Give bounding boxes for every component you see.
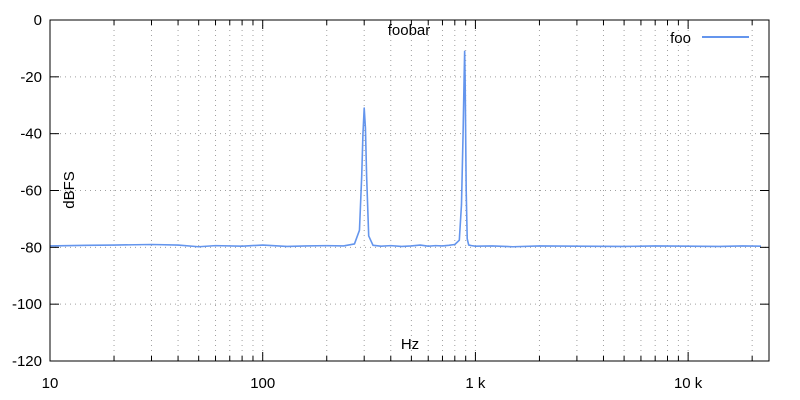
y-tick-label: -60 — [20, 183, 42, 200]
series-layer — [49, 50, 761, 248]
y-tick-label: -40 — [20, 126, 42, 143]
x-tick-label: 1 k — [465, 375, 486, 392]
legend: foo — [670, 30, 749, 47]
x-tick-label: 10 k — [674, 375, 703, 392]
y-axis-label: dBFS — [61, 171, 78, 209]
y-tick-label: 0 — [34, 12, 42, 29]
y-tick-label: -100 — [12, 296, 42, 313]
x-tick-label: 10 — [42, 375, 59, 392]
series-line-foo — [49, 50, 761, 248]
grid — [50, 20, 769, 361]
x-axis-label: Hz — [401, 336, 419, 353]
legend-label: foo — [670, 30, 691, 47]
chart-title: foobar — [388, 22, 431, 39]
plot-border — [49, 19, 770, 362]
y-tick-label: -20 — [20, 69, 42, 86]
x-tick-label: 100 — [250, 375, 275, 392]
y-tick-label: -80 — [20, 239, 42, 256]
y-tick-label: -120 — [12, 353, 42, 370]
